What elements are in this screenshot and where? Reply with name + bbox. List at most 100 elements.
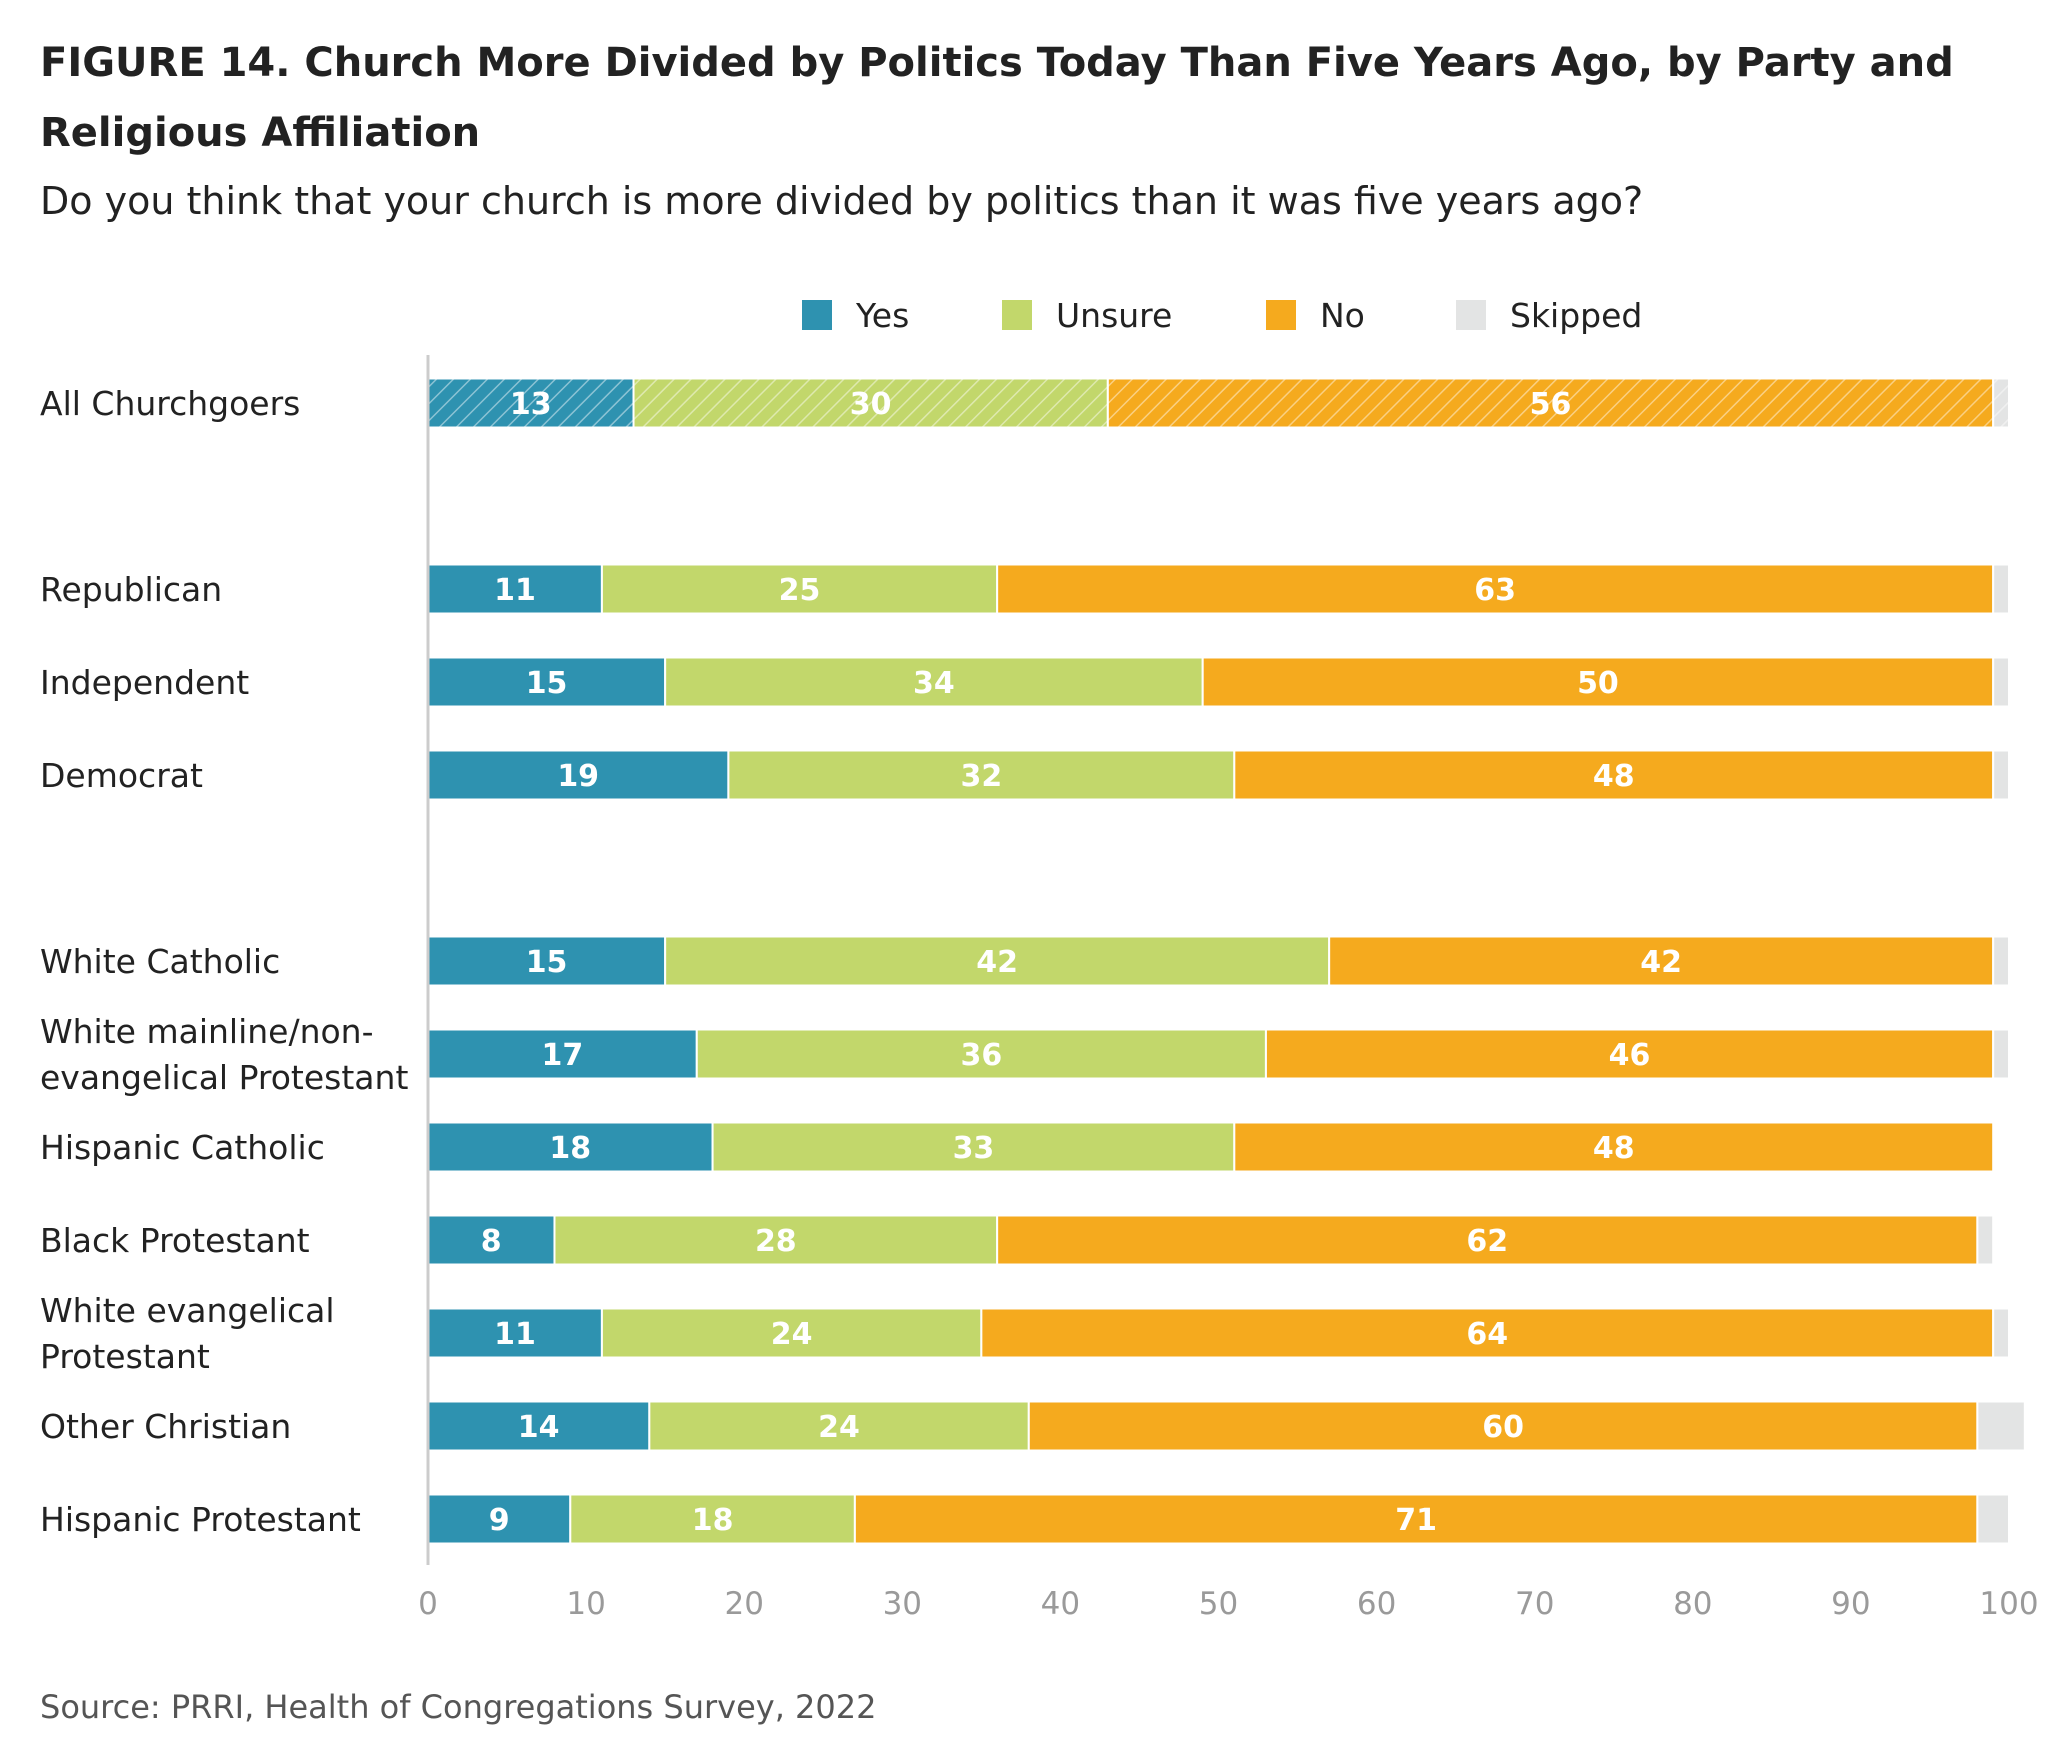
data-label: 62	[1466, 1224, 1508, 1259]
bar-segment-no	[1106, 377, 1995, 429]
bar-segment-yes	[427, 1028, 698, 1080]
data-label: 8	[481, 1224, 502, 1259]
category-label: Other Christian	[40, 1407, 291, 1446]
bar-row: 18 33 48	[427, 1121, 1995, 1173]
x-tick-label: 0	[418, 1586, 438, 1622]
x-tick-label: 40	[1041, 1586, 1080, 1622]
bar-segment-no	[996, 563, 1995, 615]
data-label: 18	[692, 1503, 734, 1538]
bar-segment-no	[1328, 935, 1995, 987]
bar-segment-no	[1264, 1028, 1995, 1080]
x-tick-label: 20	[724, 1586, 763, 1622]
category-label: Democrat	[40, 756, 203, 795]
bar-row: 11 25 63	[427, 563, 2010, 615]
legend-item-no: No	[1266, 296, 1365, 335]
data-label: 46	[1609, 1038, 1651, 1073]
bar-segment-no	[1233, 1121, 1995, 1173]
data-label: 34	[913, 666, 955, 701]
data-label: 17	[542, 1038, 584, 1073]
x-axis: 0 10 20 30 40 50 60 70 80 90 100	[418, 355, 2039, 1622]
bar-segment-unsure	[632, 377, 1109, 429]
bar-segment-skipped	[1992, 563, 2010, 615]
x-tick-label: 10	[566, 1586, 605, 1622]
legend-label-yes: Yes	[855, 296, 909, 335]
x-tick-label: 90	[1831, 1586, 1870, 1622]
legend-swatch-no	[1266, 300, 1296, 330]
legend-swatch-unsure	[1002, 300, 1032, 330]
bar-segment-no	[996, 1214, 1979, 1266]
bar-row: 11 24 64	[427, 1307, 2010, 1359]
legend-swatch-yes	[802, 300, 832, 330]
bar-row: 15 42 42	[427, 935, 2010, 987]
data-label: 18	[549, 1131, 591, 1166]
data-label: 15	[526, 945, 568, 980]
data-label: 71	[1395, 1503, 1437, 1538]
bar-segment-yes	[427, 1307, 603, 1359]
legend-label-unsure: Unsure	[1056, 296, 1172, 335]
data-label: 24	[771, 1317, 813, 1352]
bar-segment-skipped	[1976, 1493, 2011, 1545]
data-label: 25	[779, 573, 821, 608]
x-tick-label: 50	[1199, 1586, 1238, 1622]
data-label: 56	[1530, 387, 1572, 422]
x-tick-label: 30	[883, 1586, 922, 1622]
category-label: White mainline/non-evangelical Protestan…	[40, 1012, 408, 1097]
category-label: Republican	[40, 570, 222, 609]
data-label: 63	[1474, 573, 1516, 608]
data-label: 64	[1466, 1317, 1508, 1352]
bar-segment-unsure	[695, 1028, 1267, 1080]
x-tick-label: 80	[1673, 1586, 1712, 1622]
bar-segment-unsure	[600, 563, 999, 615]
bar-segment-skipped	[1976, 1400, 2026, 1452]
figure-subtitle: Do you think that your church is more di…	[40, 179, 1644, 223]
bar-segment-no	[853, 1493, 1979, 1545]
legend-label-no: No	[1320, 296, 1365, 335]
data-label: 36	[960, 1038, 1002, 1073]
data-label: 19	[557, 759, 599, 794]
bar-row: 17 36 46	[427, 1028, 2010, 1080]
bar-row: 8 28 62	[427, 1214, 1995, 1266]
bar-segment-skipped	[1992, 377, 2010, 429]
bar-segment-unsure	[664, 656, 1204, 708]
data-label: 50	[1577, 666, 1619, 701]
bar-row: 15 34 50	[427, 656, 2010, 708]
bar-segment-no	[1027, 1400, 1979, 1452]
chart-bars: 13 30 56 11 25 63 15 34 50 19 32 48 15 42 42 17 36 46 18 33…	[427, 377, 2026, 1545]
bar-segment-skipped	[1992, 656, 2010, 708]
chart-legend: Yes Unsure No Skipped	[802, 296, 1642, 335]
figure-header: FIGURE 14. Church More Divided by Politi…	[40, 28, 2020, 226]
bar-segment-no	[1201, 656, 1995, 708]
bar-segment-skipped	[1992, 935, 2010, 987]
category-label: Hispanic Catholic	[40, 1128, 325, 1167]
data-label: 60	[1482, 1410, 1524, 1445]
legend-item-skipped: Skipped	[1456, 296, 1642, 335]
data-label: 9	[489, 1503, 510, 1538]
data-label: 42	[1640, 945, 1682, 980]
source-note: Source: PRRI, Health of Congregations Su…	[40, 1688, 877, 1726]
data-label: 11	[494, 1317, 536, 1352]
data-label: 48	[1593, 1131, 1635, 1166]
bar-segment-yes	[427, 1121, 714, 1173]
data-label: 11	[494, 573, 536, 608]
data-label: 32	[960, 759, 1002, 794]
bar-segment-yes	[427, 656, 667, 708]
bar-segment-no	[980, 1307, 1995, 1359]
data-label: 33	[953, 1131, 995, 1166]
x-tick-label: 100	[1979, 1586, 2038, 1622]
bar-segment-unsure	[600, 1307, 983, 1359]
data-label: 15	[526, 666, 568, 701]
category-label: White Catholic	[40, 942, 280, 981]
bar-segment-skipped	[1992, 1028, 2010, 1080]
category-label: All Churchgoers	[40, 384, 300, 423]
bar-segment-unsure	[569, 1493, 856, 1545]
bar-segment-skipped	[1976, 1214, 1995, 1266]
bar-row: 9 18 71	[427, 1493, 2011, 1545]
bar-segment-yes	[427, 563, 603, 615]
data-label: 24	[818, 1410, 860, 1445]
bar-row: 14 24 60	[427, 1400, 2026, 1452]
category-labels: All Churchgoers Republican Independent Demo…	[40, 384, 408, 1539]
bar-row: 19 32 48	[427, 749, 2010, 801]
category-label: Hispanic Protestant	[40, 1500, 361, 1539]
category-label: Black Protestant	[40, 1221, 310, 1260]
